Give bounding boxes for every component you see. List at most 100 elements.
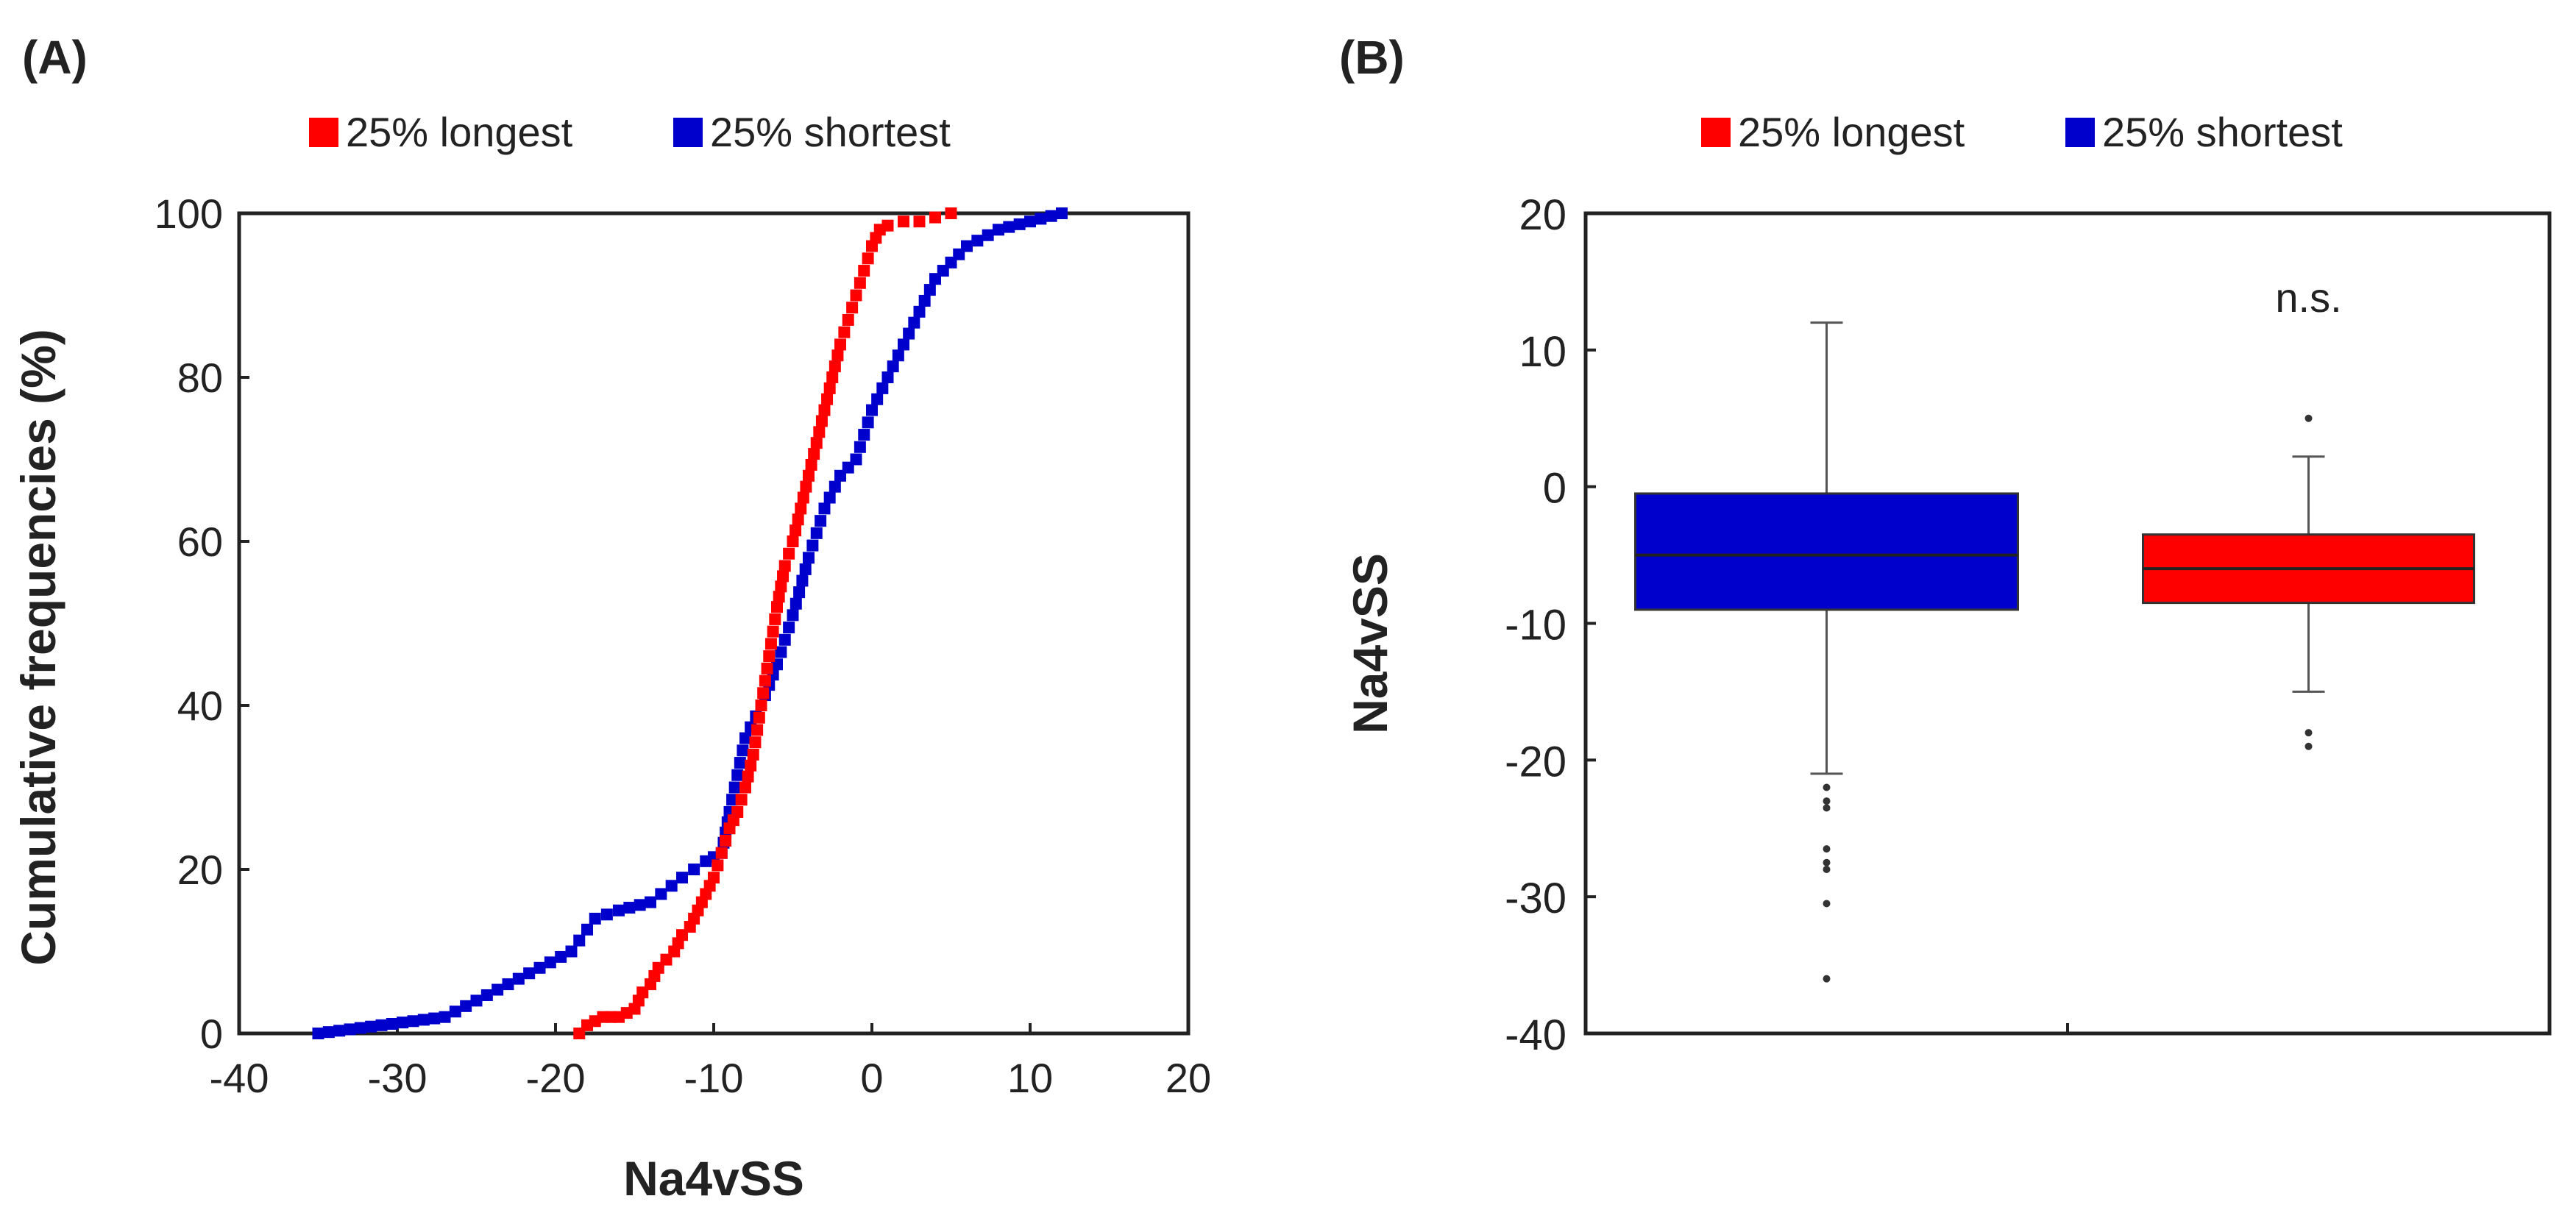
series-shortest-point [645, 896, 656, 908]
series-shortest-point [803, 552, 815, 564]
series-longest-point [898, 216, 909, 228]
series-longest-point [800, 480, 812, 493]
series-shortest-point [876, 382, 889, 394]
y-tick-label: 80 [177, 355, 223, 401]
series-longest-point [775, 580, 787, 593]
series-shortest-point [354, 1022, 366, 1034]
series-shortest-point [623, 902, 636, 914]
panel-b-plot: 20 10 0 -10 -20 -30 -40 n.s. [1505, 191, 2475, 1059]
series-shortest-point [815, 515, 827, 527]
series-shortest-point [850, 453, 862, 466]
series-longest-point [846, 302, 859, 314]
y-tick-label: 0 [1543, 465, 1566, 513]
series-shortest-point [470, 994, 483, 1007]
series-shortest-point [783, 622, 795, 634]
panel-a-ylabel: Cumulative frequencies (%) [11, 329, 65, 966]
y-tick-label: 10 [1519, 328, 1566, 376]
series-shortest-point [858, 429, 870, 441]
series-longest-point [787, 535, 799, 547]
series-longest-point [751, 724, 764, 736]
y-tick-label: -10 [1505, 602, 1566, 649]
series-shortest-point [866, 404, 878, 416]
series-longest-point [739, 781, 751, 794]
box-shortest-outlier [1823, 900, 1831, 908]
series-shortest-point [739, 732, 751, 744]
box-shortest-outlier [1823, 845, 1831, 853]
series-longest-point [797, 491, 809, 504]
series-shortest-point [775, 646, 787, 658]
x-tick-label: -30 [368, 1055, 427, 1101]
series-shortest-point [734, 757, 746, 769]
y-tick-label: 100 [155, 191, 223, 237]
panel-b-label: (B) [1339, 31, 1405, 84]
series-shortest-point [903, 327, 915, 340]
x-tick-label: -20 [526, 1055, 586, 1101]
series-longest-point [842, 313, 854, 326]
series-longest-point [815, 415, 828, 427]
series-shortest-point [655, 888, 667, 900]
series-shortest-point [778, 633, 791, 646]
box-shortest-outlier [1823, 866, 1831, 873]
series-longest-point [805, 458, 817, 471]
series-shortest-point [460, 1000, 472, 1012]
series-longest-point [749, 736, 762, 749]
panel-b-legend-label-shortest: 25% shortest [2102, 109, 2343, 155]
series-longest-point [712, 859, 724, 872]
series-shortest-point [810, 527, 823, 539]
series-longest-point [745, 759, 757, 772]
x-tick-label: 0 [860, 1055, 883, 1101]
x-tick-label: -40 [210, 1055, 269, 1101]
series-longest-point [735, 794, 748, 806]
series-shortest-point [676, 872, 688, 884]
series-longest-point [759, 674, 771, 687]
x-tick-label: -10 [684, 1055, 744, 1101]
series-shortest-point [796, 574, 809, 587]
box-shortest-outlier [1823, 858, 1831, 866]
series-shortest-point [428, 1012, 441, 1025]
series-longest-point [790, 524, 802, 537]
series-longest-point [795, 502, 807, 515]
y-tick-label: 20 [177, 847, 223, 893]
series-shortest-point [386, 1017, 398, 1030]
series-shortest-point [806, 539, 819, 552]
y-tick-label: 60 [177, 519, 223, 565]
series-shortest-point [828, 480, 841, 493]
series-shortest-point [971, 235, 984, 247]
series-longest-point [708, 872, 720, 884]
series-shortest-point [322, 1026, 335, 1039]
series-shortest-point [312, 1028, 324, 1039]
series-shortest-point [375, 1019, 388, 1031]
series-shortest-point [397, 1017, 409, 1029]
series-shortest-point [961, 240, 973, 252]
series-shortest-point [333, 1025, 346, 1037]
series-shortest-point [731, 769, 744, 781]
series-shortest-point [502, 978, 514, 991]
series-longest-point [720, 834, 732, 847]
series-shortest-point [589, 912, 601, 925]
series-shortest-point [887, 360, 899, 373]
series-shortest-point [737, 744, 749, 757]
series-shortest-point [492, 983, 504, 996]
panel-b-ylabel: Na4vSS [1343, 553, 1397, 734]
series-longest-point [828, 360, 841, 373]
series-shortest-point [600, 908, 613, 921]
series-longest-point [823, 382, 836, 394]
series-shortest-point [634, 899, 646, 911]
series-longest-point [831, 349, 844, 362]
panel-b-legend-swatch-shortest [2065, 118, 2095, 147]
series-shortest-point [793, 586, 806, 599]
box-shortest-iqr [1634, 492, 2019, 611]
series-shortest-point [818, 502, 831, 515]
panel-a-xlabel: Na4vSS [623, 1151, 804, 1206]
series-longest-point [761, 662, 773, 674]
series-longest-point [753, 711, 765, 724]
series-shortest-point [1003, 221, 1015, 233]
series-shortest-point [898, 338, 909, 351]
series-shortest-point [344, 1023, 356, 1036]
box-shortest-outlier [1823, 804, 1831, 812]
series-longest-point [818, 404, 831, 416]
series-longest-point [834, 338, 846, 351]
series-longest-point [792, 513, 804, 526]
panel-a-plot: -40 -30 -20 -10 0 10 20 0 20 40 60 80 100 [155, 191, 1212, 1101]
